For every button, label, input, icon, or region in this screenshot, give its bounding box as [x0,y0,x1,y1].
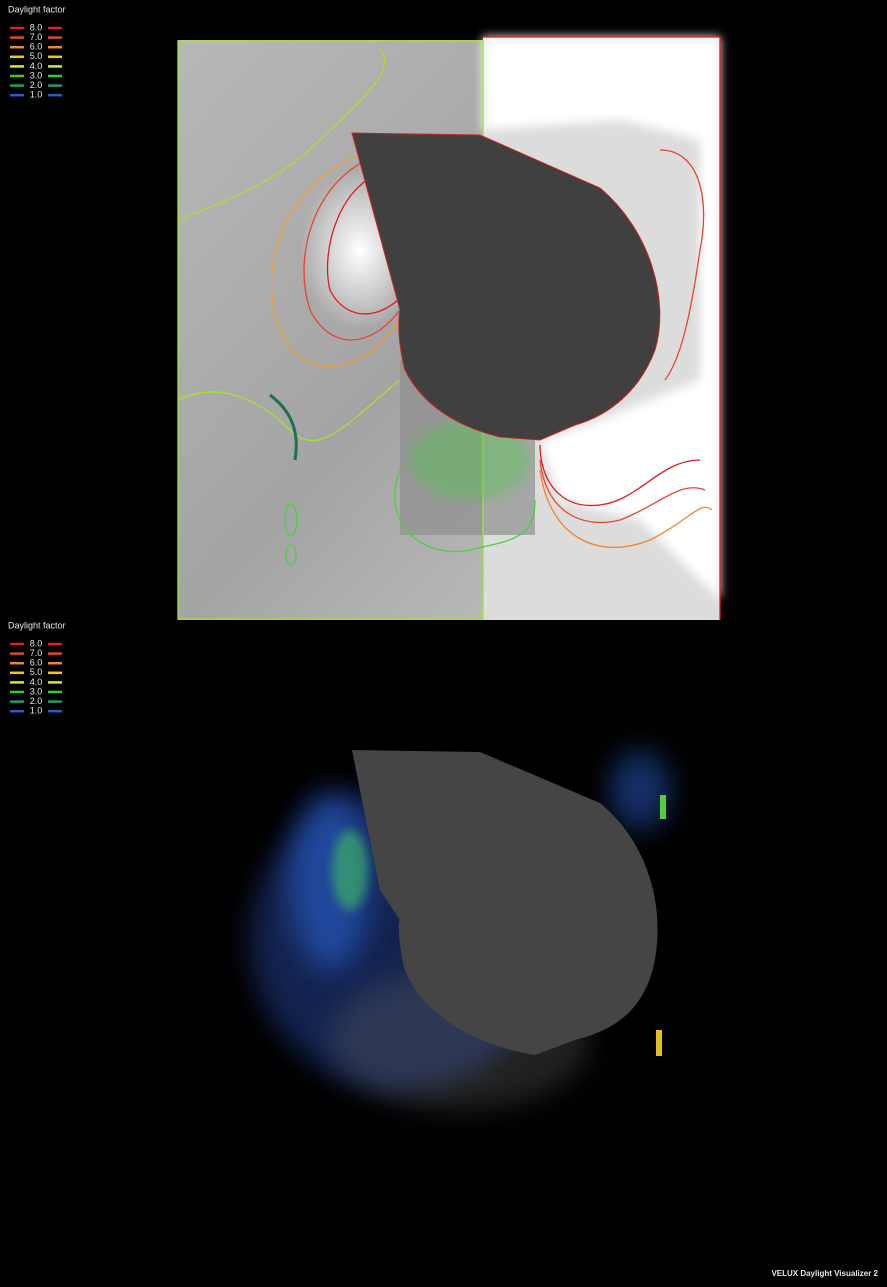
legend-label: 1.0 [30,90,43,100]
legend-label: 6.0 [30,42,43,52]
legend-label: 8.0 [30,22,43,32]
legend-label: 5.0 [30,51,43,61]
app-footer: VELUX Daylight Visualizer 2 [771,1269,878,1278]
legend-label: 1.0 [30,706,43,716]
legend-title: Daylight factor [8,620,66,630]
contour-render [177,36,721,620]
legend-label: 4.0 [30,677,43,687]
legend-label: 4.0 [30,61,43,71]
roof-obstruction [351,132,661,441]
yellow-strip [656,1030,662,1056]
legend-label: 8.0 [30,638,43,648]
green-strip [660,795,666,819]
green-cluster [410,420,530,500]
legend-label: 6.0 [30,658,43,668]
blue-haze [610,750,670,830]
legend-label: 7.0 [30,648,43,658]
legend-label: 2.0 [30,80,43,90]
scatter-render [250,750,670,1110]
roof-obstruction [352,750,658,1055]
legend-label: 3.0 [30,70,43,80]
contours [177,36,721,620]
white-zone [483,37,720,600]
legend-label: 7.0 [30,32,43,42]
legend-label: 3.0 [30,686,43,696]
green-haze [332,830,368,910]
legend-label: 2.0 [30,696,43,706]
legend-label: 5.0 [30,667,43,677]
legend-title: Daylight factor [8,4,66,14]
